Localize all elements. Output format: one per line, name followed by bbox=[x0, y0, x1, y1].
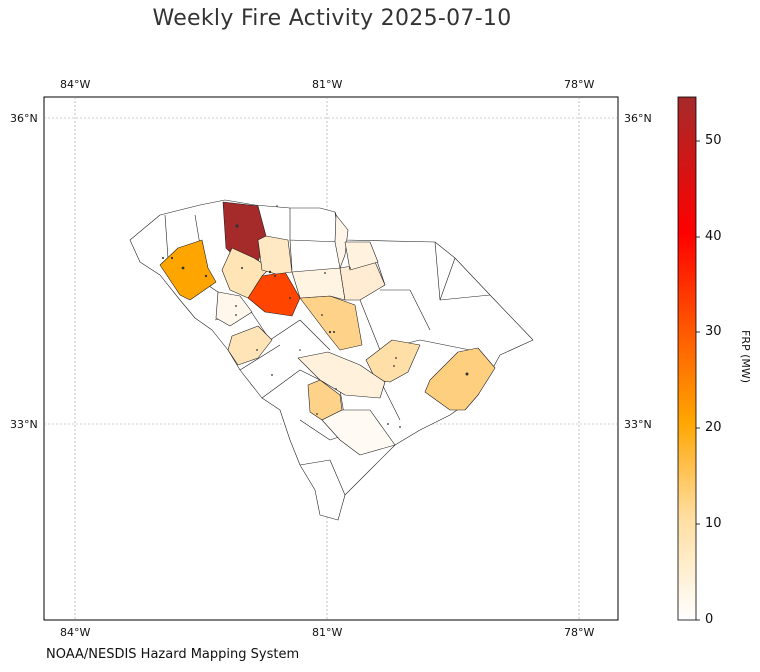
county-frp-12a bbox=[424, 347, 496, 411]
lon-tick-bottom-84w: 84°W bbox=[60, 626, 91, 639]
county-frp-4a bbox=[291, 267, 346, 301]
lon-tick-bottom-78w: 78°W bbox=[564, 626, 595, 639]
county-frp-7a bbox=[227, 325, 273, 366]
county-frp-6a bbox=[221, 247, 271, 299]
lon-tick-top-78w: 78°W bbox=[564, 78, 595, 91]
county-frp-4c bbox=[297, 351, 386, 399]
lat-tick-left-36n: 36°N bbox=[10, 112, 38, 125]
county-frp-3b bbox=[215, 291, 253, 327]
colorbar-label-20: 20 bbox=[705, 420, 722, 435]
lat-tick-right-33n: 33°N bbox=[624, 418, 652, 431]
county-frp-5a bbox=[257, 235, 293, 275]
colorbar-ticks bbox=[696, 140, 700, 621]
county-frp-3a bbox=[334, 214, 349, 269]
county-layer bbox=[129, 199, 534, 521]
lat-tick-left-33n: 33°N bbox=[10, 418, 38, 431]
colorbar-label-10: 10 bbox=[705, 516, 722, 531]
lat-tick-right-36n: 36°N bbox=[624, 112, 652, 125]
colorbar bbox=[677, 96, 697, 621]
county-frp-4b bbox=[344, 241, 379, 271]
county-frp-2a bbox=[321, 409, 396, 456]
lon-tick-top-81w: 81°W bbox=[312, 78, 343, 91]
colorbar-label-0: 0 bbox=[705, 612, 714, 627]
fire-points bbox=[162, 205, 469, 428]
lon-tick-top-84w: 84°W bbox=[60, 78, 91, 91]
colorbar-label-40: 40 bbox=[705, 229, 722, 244]
colorbar-label-30: 30 bbox=[705, 324, 722, 339]
lon-tick-bottom-81w: 81°W bbox=[312, 626, 343, 639]
county-frp-18 bbox=[159, 239, 217, 301]
map-title: Weekly Fire Activity 2025-07-10 bbox=[152, 6, 512, 31]
data-source-credit: NOAA/NESDIS Hazard Mapping System bbox=[46, 647, 300, 662]
colorbar-label-50: 50 bbox=[705, 133, 722, 148]
colorbar-title: FRP (MW) bbox=[739, 330, 752, 384]
